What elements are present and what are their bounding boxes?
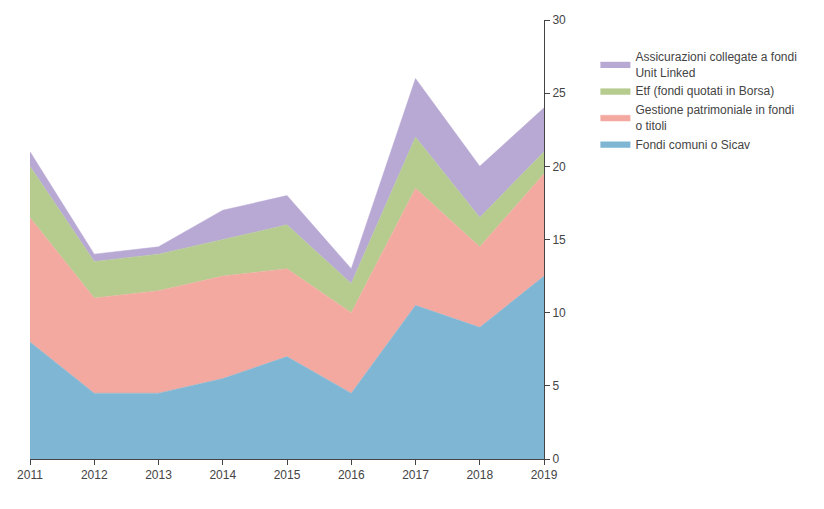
- svg-text:2015: 2015: [274, 468, 301, 482]
- svg-text:2019: 2019: [531, 468, 558, 482]
- svg-text:20: 20: [552, 160, 566, 174]
- svg-text:2013: 2013: [145, 468, 172, 482]
- svg-text:15: 15: [552, 233, 566, 247]
- svg-text:Assicurazioni collegate a fond: Assicurazioni collegate a fondiUnit Link…: [635, 50, 796, 80]
- svg-text:5: 5: [552, 379, 559, 393]
- svg-text:0: 0: [552, 452, 559, 466]
- svg-text:30: 30: [552, 13, 566, 27]
- svg-text:2014: 2014: [209, 468, 236, 482]
- svg-text:2012: 2012: [81, 468, 108, 482]
- svg-text:2017: 2017: [402, 468, 429, 482]
- svg-text:Fondi comuni o Sicav: Fondi comuni o Sicav: [635, 138, 750, 152]
- svg-text:2016: 2016: [338, 468, 365, 482]
- svg-text:2018: 2018: [466, 468, 493, 482]
- svg-text:Gestione patrimoniale in fondi: Gestione patrimoniale in fondio titoli: [635, 103, 794, 133]
- svg-text:2011: 2011: [17, 468, 43, 482]
- svg-text:25: 25: [552, 86, 566, 100]
- svg-text:10: 10: [552, 306, 566, 320]
- svg-text:Etf (fondi quotati in Borsa): Etf (fondi quotati in Borsa): [635, 84, 774, 98]
